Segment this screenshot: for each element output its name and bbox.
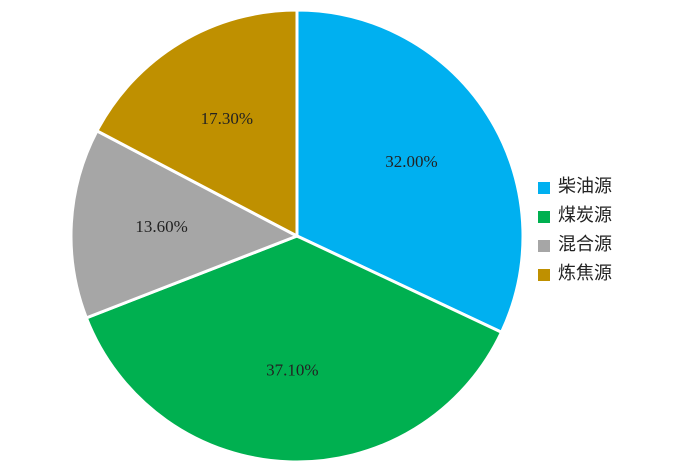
legend-label: 柴油源 [558,176,612,196]
legend-label: 煤炭源 [558,205,612,225]
legend-label: 炼焦源 [558,263,612,283]
data-label: 13.60% [135,217,187,236]
legend-swatch [538,182,550,194]
pie-slice [69,128,301,320]
legend-swatch [538,211,550,223]
legend-swatch [538,240,550,252]
legend-label: 混合源 [558,234,612,254]
pie-slice [295,8,525,335]
legend-swatch [538,269,550,281]
data-label: 32.00% [385,152,437,171]
pie-slice [94,8,299,239]
pie-slice [84,234,504,463]
data-label: 17.30% [201,109,253,128]
data-label: 37.10% [266,360,318,379]
